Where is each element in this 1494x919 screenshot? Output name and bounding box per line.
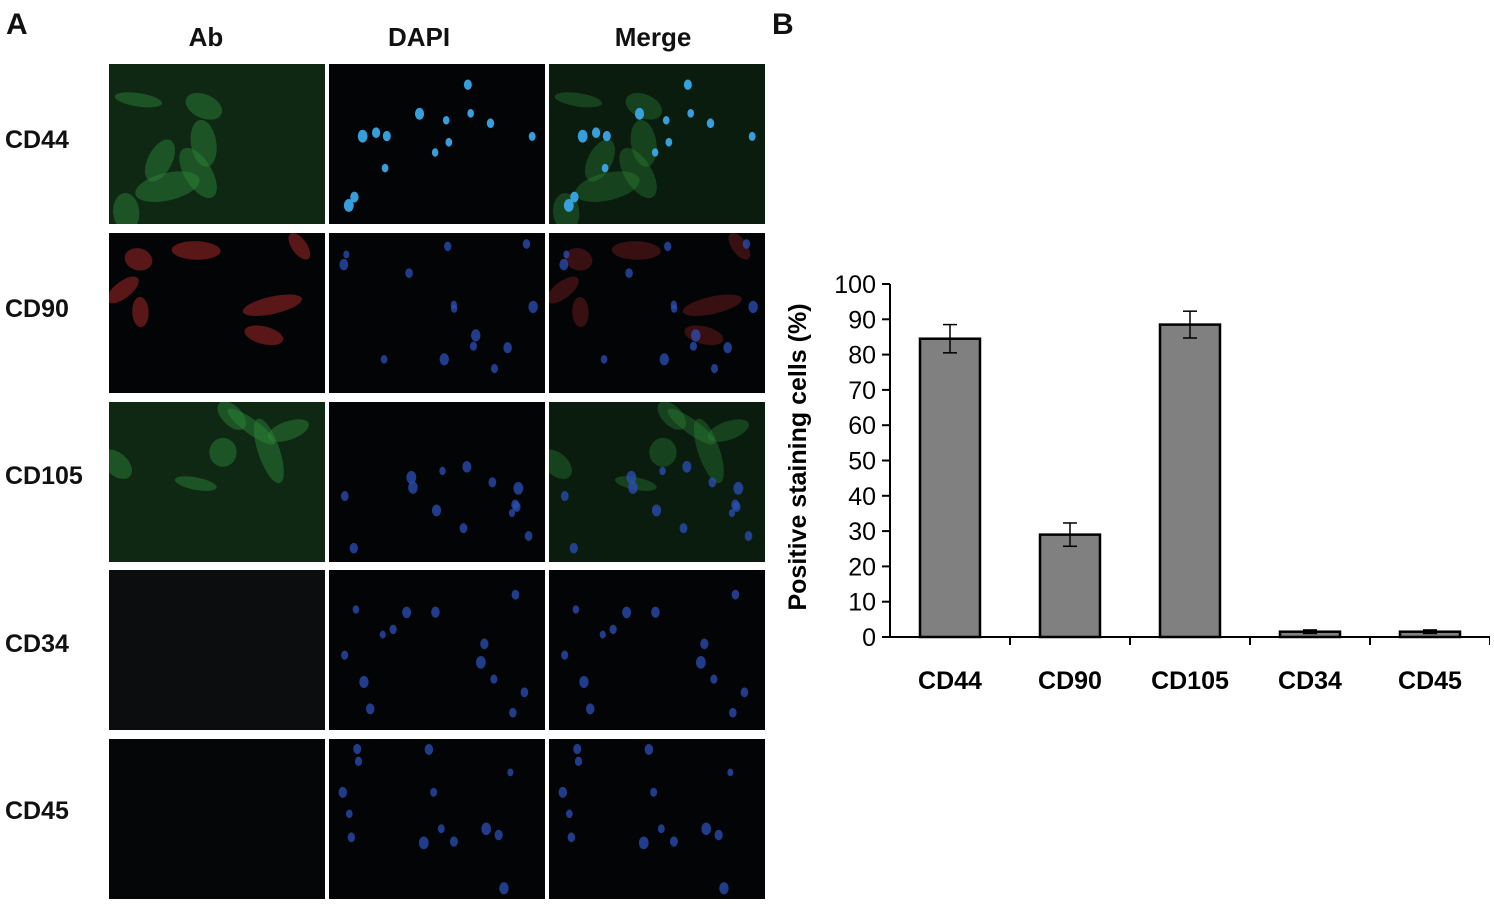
column-header-dapi: DAPI <box>387 22 451 52</box>
column-header-ab: Ab <box>188 22 224 52</box>
micrograph-cd45-ab <box>109 739 325 899</box>
bar-cd90 <box>1038 533 1102 639</box>
y-tick-label: 10 <box>848 589 876 617</box>
micrograph-cd44-merge <box>549 64 765 224</box>
x-tick-label: CD45 <box>1398 667 1462 695</box>
row-label-cd34: CD34 <box>5 630 69 658</box>
y-tick-label: 70 <box>848 377 876 405</box>
micrograph-cd45-merge <box>549 739 765 899</box>
bar-chart: Positive staining cells (%) 0 10 20 30 40 50 6… <box>784 271 1490 695</box>
x-tick-label: CD34 <box>1278 667 1342 695</box>
micrograph-cd34-dapi <box>329 570 545 730</box>
micrograph-cd105-merge <box>549 402 765 562</box>
y-tick-label: 30 <box>848 518 876 546</box>
y-tick-label: 40 <box>848 483 876 511</box>
micrograph-cd90-ab <box>109 233 325 393</box>
y-tick-label: 0 <box>862 624 876 652</box>
y-tick-label: 100 <box>834 271 876 299</box>
y-tick-label: 50 <box>848 448 876 476</box>
micrograph-cd45-dapi <box>329 739 545 899</box>
row-label-cd105: CD105 <box>5 462 83 490</box>
micrograph-cd105-dapi <box>329 402 545 562</box>
y-tick-label: 80 <box>848 342 876 370</box>
micrograph-cd90-merge <box>549 233 765 393</box>
y-tick-label: 90 <box>848 306 876 334</box>
y-tick-label: 60 <box>848 412 876 440</box>
y-tick-label: 20 <box>848 553 876 581</box>
micrograph-cd90-dapi <box>329 233 545 393</box>
x-tick-label: CD105 <box>1151 667 1229 695</box>
micrograph-cd34-ab <box>109 570 325 730</box>
row-label-cd44: CD44 <box>5 126 69 154</box>
column-header-merge: Merge <box>614 22 692 52</box>
micrograph-cd44-dapi <box>329 64 545 224</box>
row-label-cd90: CD90 <box>5 295 69 323</box>
micrograph-cd44-ab <box>109 64 325 224</box>
bar-cd44 <box>918 337 982 639</box>
y-axis-title: Positive staining cells (%) <box>784 303 812 610</box>
x-tick-label: CD44 <box>918 667 982 695</box>
panel-b-label: B <box>772 8 794 41</box>
x-tick-label: CD90 <box>1038 667 1102 695</box>
micrograph-cd105-ab <box>109 402 325 562</box>
panel-a-label: A <box>6 8 28 41</box>
bar-cd105 <box>1158 323 1222 639</box>
micrograph-cd34-merge <box>549 570 765 730</box>
row-label-cd45: CD45 <box>5 797 69 825</box>
